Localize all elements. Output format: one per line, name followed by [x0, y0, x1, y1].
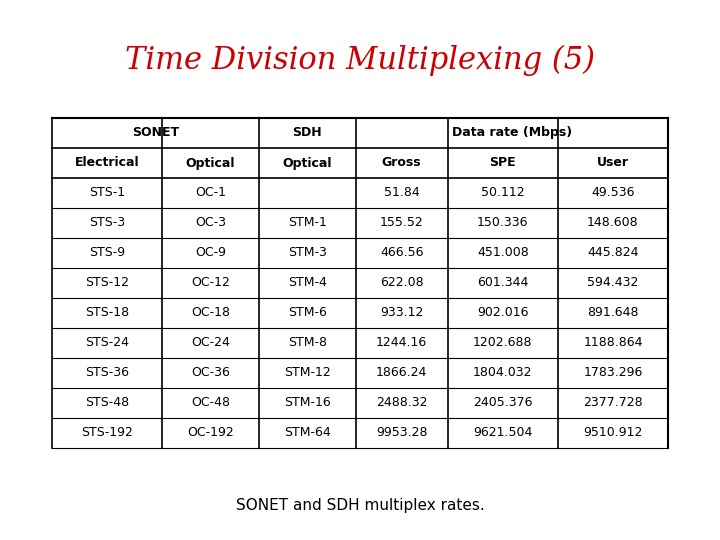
Text: 445.824: 445.824 [588, 246, 639, 260]
Text: 1188.864: 1188.864 [583, 336, 643, 349]
Text: STS-24: STS-24 [85, 336, 129, 349]
Text: OC-9: OC-9 [195, 246, 226, 260]
Text: Gross: Gross [382, 157, 421, 170]
Text: 148.608: 148.608 [587, 217, 639, 230]
Text: OC-18: OC-18 [191, 307, 230, 320]
Text: 622.08: 622.08 [380, 276, 423, 289]
Text: STM-16: STM-16 [284, 396, 330, 409]
Text: 150.336: 150.336 [477, 217, 528, 230]
Text: 2405.376: 2405.376 [473, 396, 533, 409]
Text: 1866.24: 1866.24 [376, 367, 428, 380]
Text: OC-12: OC-12 [191, 276, 230, 289]
Text: STM-64: STM-64 [284, 427, 330, 440]
Text: STM-4: STM-4 [288, 276, 327, 289]
Text: 451.008: 451.008 [477, 246, 528, 260]
Text: 50.112: 50.112 [481, 186, 525, 199]
Text: OC-36: OC-36 [191, 367, 230, 380]
Text: STM-1: STM-1 [288, 217, 327, 230]
Text: 601.344: 601.344 [477, 276, 528, 289]
Text: 466.56: 466.56 [380, 246, 423, 260]
Text: 2377.728: 2377.728 [583, 396, 643, 409]
Text: SDH: SDH [292, 126, 322, 139]
Text: Time Division Multiplexing (5): Time Division Multiplexing (5) [125, 45, 595, 76]
Text: 933.12: 933.12 [380, 307, 423, 320]
Text: SPE: SPE [490, 157, 516, 170]
Text: 902.016: 902.016 [477, 307, 528, 320]
Text: 1244.16: 1244.16 [376, 336, 427, 349]
Text: STS-9: STS-9 [89, 246, 125, 260]
Text: SONET and SDH multiplex rates.: SONET and SDH multiplex rates. [235, 498, 485, 513]
Text: STS-12: STS-12 [85, 276, 129, 289]
Text: 9510.912: 9510.912 [583, 427, 643, 440]
Text: 49.536: 49.536 [591, 186, 635, 199]
Text: 155.52: 155.52 [379, 217, 423, 230]
Text: 9953.28: 9953.28 [376, 427, 428, 440]
Text: 891.648: 891.648 [588, 307, 639, 320]
Text: 9621.504: 9621.504 [473, 427, 533, 440]
Text: OC-24: OC-24 [191, 336, 230, 349]
Text: STS-192: STS-192 [81, 427, 133, 440]
Text: 51.84: 51.84 [384, 186, 420, 199]
Text: Optical: Optical [282, 157, 332, 170]
Text: OC-1: OC-1 [195, 186, 226, 199]
Text: STM-8: STM-8 [288, 336, 327, 349]
Text: STM-3: STM-3 [288, 246, 327, 260]
Text: OC-48: OC-48 [191, 396, 230, 409]
Text: OC-3: OC-3 [195, 217, 226, 230]
Text: 2488.32: 2488.32 [376, 396, 428, 409]
Text: Optical: Optical [186, 157, 235, 170]
Text: 594.432: 594.432 [588, 276, 639, 289]
Text: STM-6: STM-6 [288, 307, 327, 320]
Text: Electrical: Electrical [75, 157, 140, 170]
Text: STS-48: STS-48 [85, 396, 129, 409]
Text: 1202.688: 1202.688 [473, 336, 533, 349]
Text: STS-18: STS-18 [85, 307, 129, 320]
Text: STS-36: STS-36 [85, 367, 129, 380]
Text: STS-3: STS-3 [89, 217, 125, 230]
Text: 1804.032: 1804.032 [473, 367, 533, 380]
Text: Data rate (Mbps): Data rate (Mbps) [451, 126, 572, 139]
Text: 1783.296: 1783.296 [583, 367, 643, 380]
Text: User: User [597, 157, 629, 170]
Text: STM-12: STM-12 [284, 367, 330, 380]
Text: OC-192: OC-192 [187, 427, 234, 440]
Text: SONET: SONET [132, 126, 179, 139]
Text: STS-1: STS-1 [89, 186, 125, 199]
